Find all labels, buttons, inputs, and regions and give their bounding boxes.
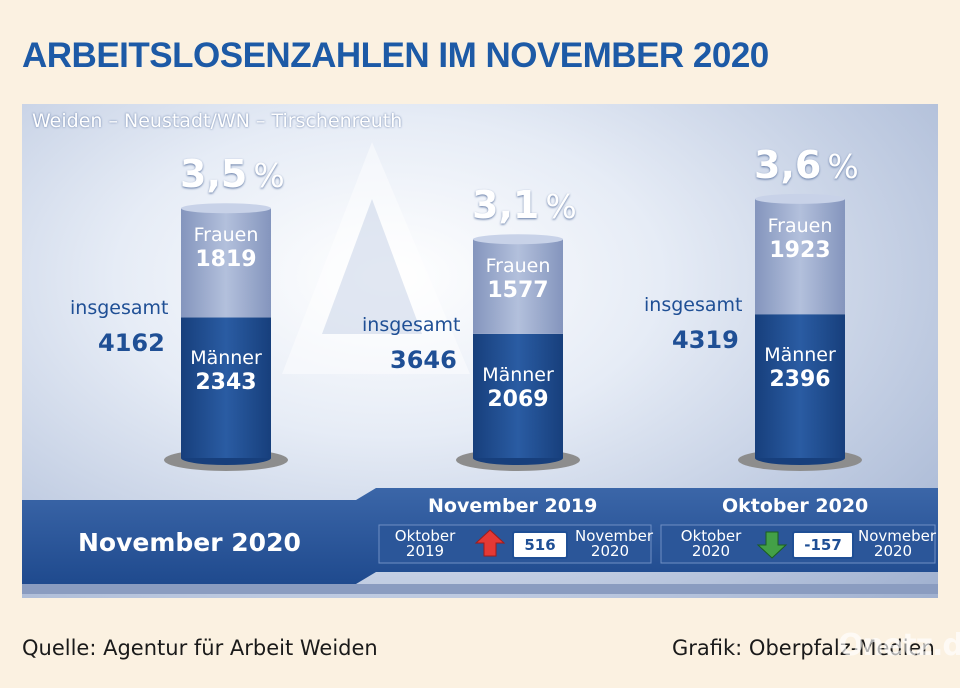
- cmp1-from-line2: 2019: [405, 542, 445, 560]
- frauen-value-2: 1923: [769, 237, 831, 263]
- maenner-value-2: 2396: [769, 367, 831, 393]
- source-note: Quelle: Agentur für Arbeit Weiden: [22, 636, 378, 660]
- maenner-label-0: Männer: [190, 347, 262, 370]
- rate-sign-1: %: [545, 187, 577, 227]
- page-title: ARBEITSLOSENZAHLEN IM NOVEMBER 2020: [22, 36, 769, 75]
- maenner-value-1: 2069: [487, 386, 549, 412]
- insgesamt-label-1: insgesamt: [362, 313, 461, 336]
- insgesamt-label-0: insgesamt: [70, 297, 169, 320]
- insgesamt-value-2: 4319: [672, 326, 739, 355]
- rate-value-0: 3,5: [180, 152, 248, 197]
- frauen-label-0: Frauen: [193, 224, 259, 247]
- chart-subtitle: Weiden – Neustadt/WN – Tirschenreuth: [32, 110, 403, 132]
- cmp1-from-line1: Oktober: [394, 527, 456, 545]
- logo-triangle-watermark: [282, 142, 470, 374]
- comparison-title-1: November 2019: [428, 495, 598, 517]
- band-main-label: November 2020: [78, 528, 301, 557]
- frauen-label-2: Frauen: [767, 214, 833, 237]
- insgesamt-label-2: insgesamt: [644, 294, 743, 317]
- rate-label-1: 3,1%: [472, 183, 577, 227]
- rate-label-2: 3,6%: [754, 143, 859, 187]
- cmp2-to-line1: Novmeber: [858, 527, 937, 545]
- frauen-label-1: Frauen: [485, 255, 551, 278]
- cmp1-delta: 516: [512, 531, 568, 559]
- maenner-value-0: 2343: [195, 370, 257, 396]
- maenner-label-1: Männer: [482, 363, 554, 386]
- comparison-title-2: Oktober 2020: [722, 495, 869, 517]
- cmp2-delta: -157: [792, 531, 854, 559]
- frauen-value-1: 1577: [487, 278, 549, 304]
- insgesamt-value-0: 4162: [98, 329, 165, 358]
- insgesamt-value-1: 3646: [390, 345, 457, 374]
- watermark-text: Onetz.de: [838, 628, 960, 663]
- cmp2-from-line1: Oktober: [680, 527, 742, 545]
- rate-label-0: 3,5%: [180, 152, 285, 196]
- rate-sign-2: %: [827, 146, 859, 186]
- frauen-value-0: 1819: [195, 247, 257, 273]
- cmp1-to-line2: 2020: [590, 542, 630, 560]
- cmp2-to-line2: 2020: [873, 542, 913, 560]
- rate-sign-0: %: [253, 156, 285, 196]
- cmp1-to-line1: November: [575, 527, 654, 545]
- maenner-label-2: Männer: [764, 344, 836, 367]
- credit-note: Grafik: Oberpfalz-Medien: [672, 636, 935, 660]
- rate-value-2: 3,6: [754, 142, 822, 187]
- cmp2-from-line2: 2020: [691, 542, 731, 560]
- rate-value-1: 3,1: [472, 183, 540, 228]
